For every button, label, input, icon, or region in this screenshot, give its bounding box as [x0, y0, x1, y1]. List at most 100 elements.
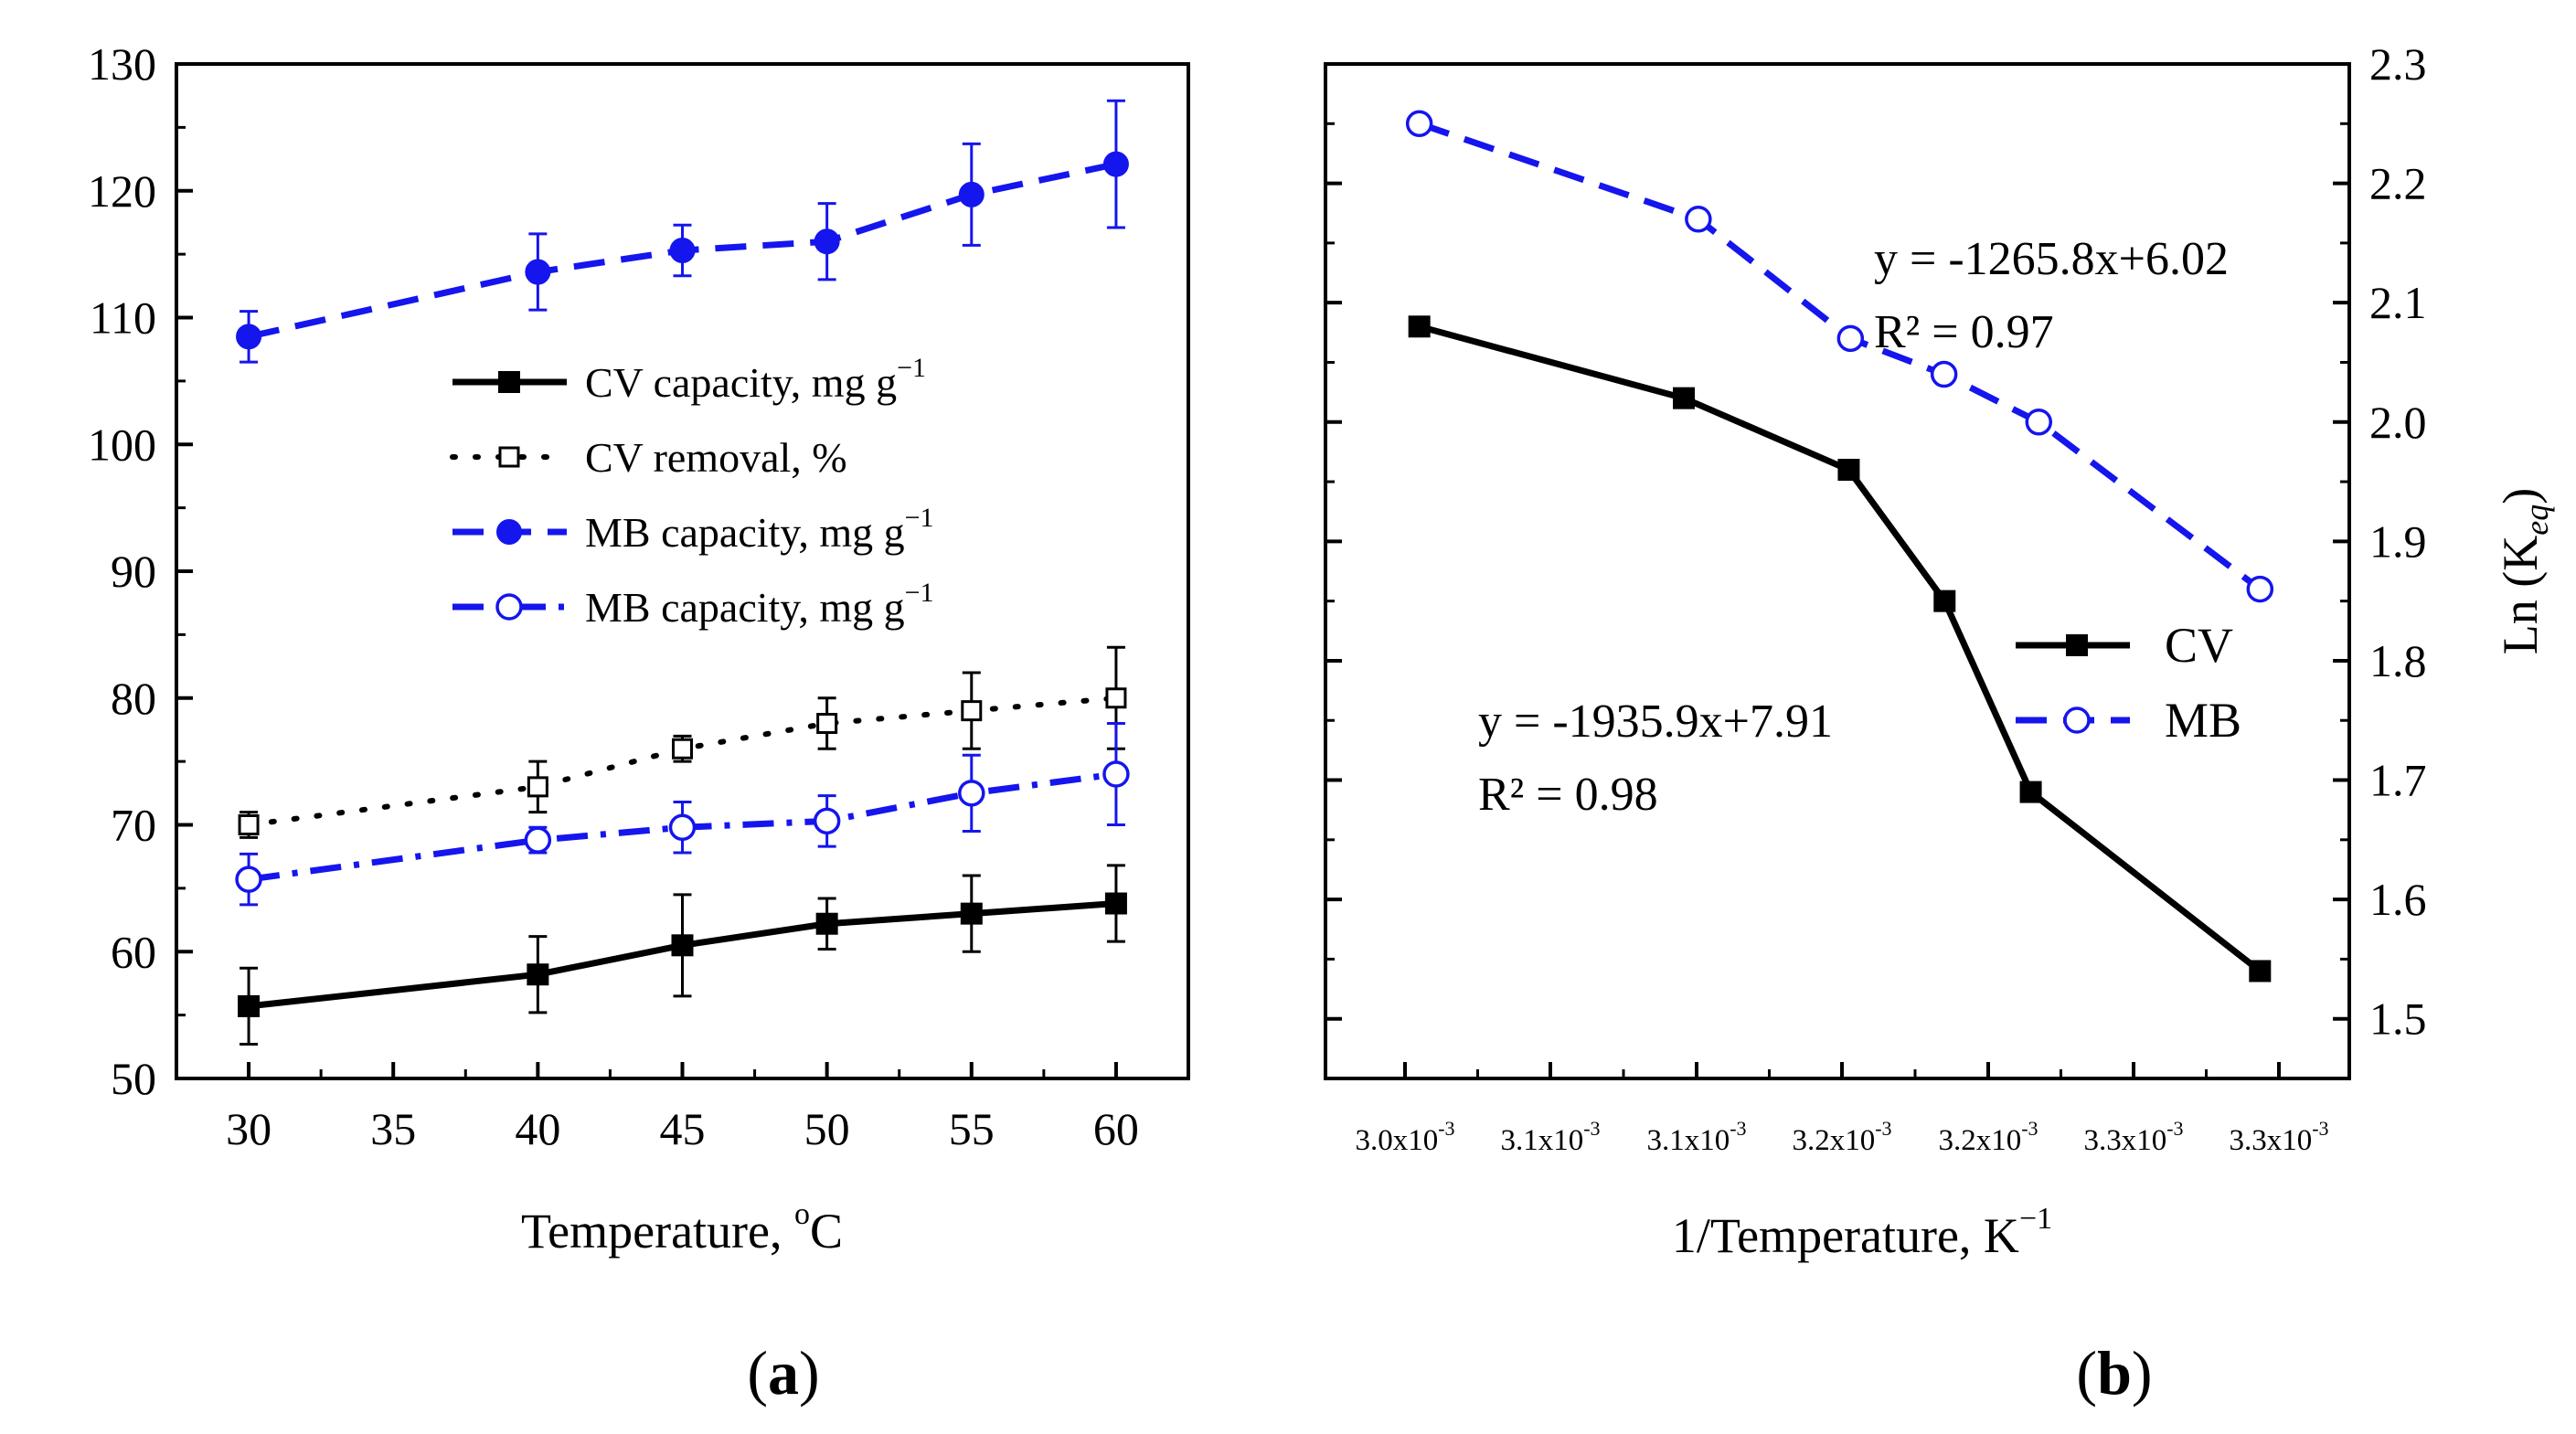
panel-b-x-tick-exp: -3 — [2021, 1117, 2038, 1140]
panel-a-series-3 — [235, 722, 1130, 907]
panel-a-data-point — [958, 780, 985, 807]
panel-b-series-line — [1418, 120, 2262, 592]
panel-a-data-point — [235, 866, 262, 893]
panel-a-data-point — [671, 934, 694, 957]
panel-a-data-point — [1102, 760, 1130, 788]
panel-a-label: (a) — [747, 1338, 819, 1407]
panel-b-legend-label: CV — [2165, 618, 2233, 673]
panel-b-data-point — [1673, 387, 1695, 409]
panel-a-y-tick-label: 60 — [111, 926, 156, 977]
panel-a-data-point — [238, 814, 260, 835]
panel-a-series-line — [246, 695, 1119, 828]
panel-b-y-axis-title: Ln (Keq) — [2493, 488, 2555, 654]
panel-b-annotations: y = -1265.8x+6.02 R² = 0.97 y = -1935.9x+7… — [1478, 233, 2229, 821]
panel-b-data-point — [1933, 590, 1956, 612]
panel-b-x-tick-base: 3.0x10 — [1355, 1124, 1438, 1157]
panel-a-data-point — [527, 776, 548, 798]
panel-a-x-tick-label: 35 — [370, 1103, 416, 1154]
panel-a-x-tick-label: 60 — [1093, 1103, 1139, 1154]
panel-b-data-point — [2246, 575, 2274, 603]
panel-b-r-squared: R² = 0.98 — [1478, 769, 1658, 821]
panel-a-data-point — [669, 237, 696, 263]
panel-b-data-point — [1408, 315, 1431, 338]
panel-b-y-tick-label: 1.9 — [2369, 515, 2427, 567]
panel-b-x-tick-label: 3.3x10-3 — [2083, 1117, 2183, 1157]
panel-a-series-2 — [236, 99, 1129, 364]
panel-b-series-line — [1418, 323, 2262, 974]
panel-b-x-tick-label: 3.1x10-3 — [1646, 1117, 1746, 1157]
panel-a-y-tick-label: 90 — [111, 546, 156, 597]
panel-b-equation: y = -1265.8x+6.02 — [1874, 233, 2229, 285]
panel-b-y-tick-label: 1.6 — [2369, 874, 2427, 925]
panel-a-legend-label: MB capacity, mg g−1 — [585, 578, 934, 631]
panel-b-y-tick-label: 2.2 — [2369, 158, 2427, 209]
panel-b-legend-marker — [2066, 634, 2088, 656]
panel-a-chart: 30 35 40 45 50 55 60 50 60 70 80 90 100 110 120 130 CV … — [88, 38, 1190, 1407]
panel-a-legend-sup: −1 — [905, 503, 934, 533]
panel-b-x-tick-base: 3.2x10 — [1792, 1124, 1875, 1157]
panel-a-x-tick-label: 40 — [515, 1103, 560, 1154]
panel-a-y-tick-label: 130 — [88, 38, 156, 90]
panel-b-x-tick-base: 3.3x10 — [2229, 1124, 2312, 1157]
panel-b-x-tick-exp: -3 — [1730, 1117, 1746, 1140]
panel-a-data-point — [1104, 892, 1127, 915]
panel-b-plot-frame — [1324, 62, 2351, 1080]
panel-a-data-point — [1105, 687, 1127, 709]
panel-a-series-line — [248, 161, 1117, 340]
panel-a-data-point — [525, 259, 551, 285]
panel-a-x-tick-label: 55 — [949, 1103, 995, 1154]
panel-b-r-squared: R² = 0.97 — [1874, 306, 2054, 358]
panel-a-x-tick-label: 50 — [804, 1103, 850, 1154]
panel-b-legend-marker — [2063, 706, 2091, 734]
panel-a-x-axis-title: Temperature, oC — [521, 1197, 843, 1259]
panel-b-data-point — [1837, 459, 1860, 481]
panel-a-y-tick-label: 100 — [88, 419, 156, 470]
panel-a-legend-marker — [498, 371, 520, 393]
panel-b-y-tick-label: 1.7 — [2369, 755, 2427, 806]
panel-a-y-tick-label: 120 — [88, 165, 156, 217]
panel-a-y-tick-label: 80 — [111, 673, 156, 724]
panel-a-series-line — [248, 770, 1117, 883]
panel-b-y-tick-label: 2.1 — [2369, 277, 2427, 328]
panel-b-x-tick-label: 3.2x10-3 — [1792, 1117, 1891, 1157]
panel-a-legend-marker — [498, 446, 520, 468]
panel-a-data-point — [813, 807, 841, 835]
panel-a-x-tick-label: 30 — [226, 1103, 271, 1154]
panel-a-data-point — [238, 994, 261, 1017]
panel-b-series — [1405, 110, 2274, 983]
panel-b-data-point — [1930, 360, 1958, 388]
panel-a-data-point — [815, 912, 838, 935]
panel-a-data-point — [524, 826, 552, 854]
panel-b-y-tick-label: 2.3 — [2369, 38, 2427, 90]
panel-b-legend-label: MB — [2165, 693, 2241, 748]
panel-b-data-point — [2249, 960, 2272, 983]
panel-a-legend-label: MB capacity, mg g−1 — [585, 503, 934, 556]
panel-a-data-point — [672, 738, 693, 759]
panel-b-x-tick-base: 3.1x10 — [1500, 1124, 1583, 1157]
panel-a-legend-name: MB capacity, mg g — [585, 509, 905, 556]
panel-a-y-tick-label: 70 — [111, 800, 156, 851]
panel-b-x-tick-base: 3.2x10 — [1938, 1124, 2021, 1157]
panel-a-data-point — [814, 228, 840, 255]
panel-b-data-point — [2025, 409, 2053, 436]
panel-a-data-point — [1102, 151, 1129, 177]
panel-a-legend: CV capacity, mg g−1 CV removal, % MB capac… — [450, 353, 934, 631]
panel-a-legend-sup: −1 — [897, 353, 926, 383]
panel-a-legend-label: CV capacity, mg g−1 — [585, 353, 926, 406]
panel-b-y-tick-label: 1.5 — [2369, 993, 2427, 1045]
panel-a-series-1 — [238, 645, 1127, 839]
panel-b-x-tick-base: 3.3x10 — [2083, 1124, 2166, 1157]
panel-b-series-1 — [1405, 110, 2274, 603]
panel-b-x-tick-label: 3.1x10-3 — [1500, 1117, 1600, 1157]
panel-b-legend: CV MB — [2016, 618, 2241, 748]
panel-a-legend-sup: −1 — [905, 578, 934, 608]
panel-b-x-tick-exp: -3 — [2166, 1117, 2183, 1140]
panel-b-series-0 — [1408, 315, 2272, 983]
panel-a-y-tick-label: 110 — [90, 292, 156, 344]
panel-b-x-tick-exp: -3 — [2312, 1117, 2328, 1140]
panel-b-y-tick-label: 2.0 — [2369, 397, 2427, 448]
panel-a-legend-label: CV removal, % — [585, 434, 847, 481]
panel-b-x-tick-exp: -3 — [1875, 1117, 1891, 1140]
panel-a-data-point — [668, 813, 697, 842]
